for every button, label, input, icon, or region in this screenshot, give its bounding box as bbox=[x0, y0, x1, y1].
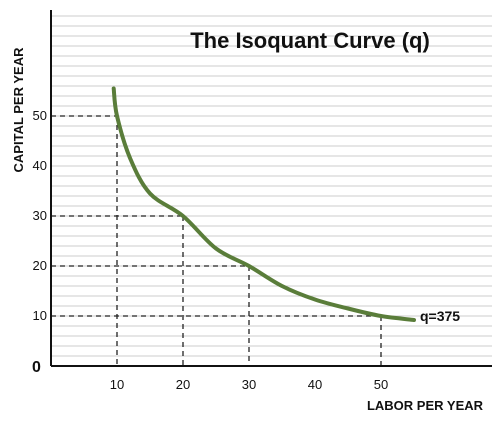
x-tick-labels: 10 20 30 40 50 bbox=[110, 377, 388, 392]
origin-label: 0 bbox=[32, 359, 41, 376]
x-tick-label: 30 bbox=[242, 377, 256, 392]
x-tick-label: 20 bbox=[176, 377, 190, 392]
y-axis-label: CAPITAL PER YEAR bbox=[11, 47, 26, 173]
y-tick-labels: 10 20 30 40 50 bbox=[33, 108, 47, 323]
guide-lines bbox=[51, 115, 382, 366]
y-tick-label: 30 bbox=[33, 208, 47, 223]
x-tick-label: 10 bbox=[110, 377, 124, 392]
x-axis-label: LABOR PER YEAR bbox=[367, 398, 484, 413]
y-tick-label: 50 bbox=[33, 108, 47, 123]
isoquant-curve bbox=[111, 86, 416, 322]
y-tick-label: 20 bbox=[33, 258, 47, 273]
series-label: q=375 bbox=[420, 308, 460, 324]
y-tick-label: 10 bbox=[33, 308, 47, 323]
grid-lines bbox=[51, 15, 492, 357]
y-tick-label: 40 bbox=[33, 158, 47, 173]
chart-title: The Isoquant Curve (q) bbox=[190, 28, 430, 53]
x-tick-label: 40 bbox=[308, 377, 322, 392]
x-tick-label: 50 bbox=[374, 377, 388, 392]
